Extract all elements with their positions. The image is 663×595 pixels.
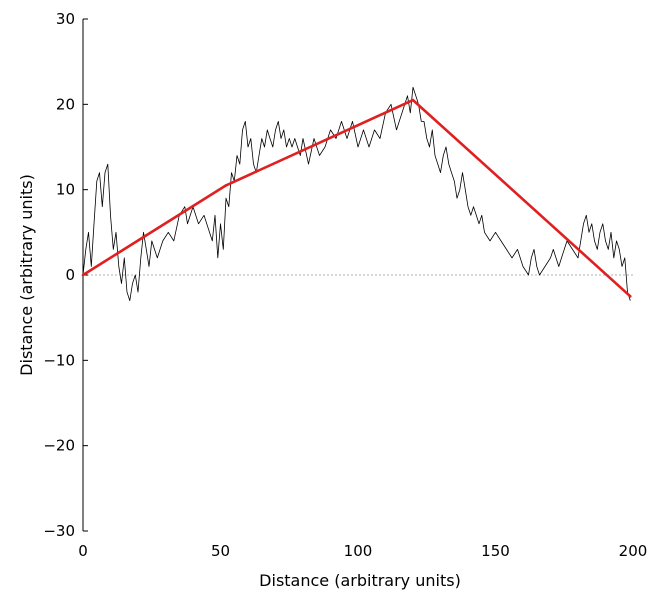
y-tick-label: −20 [43, 437, 75, 455]
trend-vertex [628, 295, 632, 298]
trend-vertex [81, 273, 85, 277]
y-tick-label: 20 [56, 95, 75, 113]
y-axis-title: Distance (arbitrary units) [17, 174, 36, 376]
axes: −30 −20 −10 0 10 20 30 0 50 100 150 200 [43, 10, 647, 560]
x-axis-title: Distance (arbitrary units) [259, 571, 461, 590]
y-tick-label: 30 [56, 10, 75, 28]
y-tick-label: 0 [65, 266, 75, 284]
trend-vertex [224, 184, 228, 187]
trend-line [82, 98, 632, 298]
x-tick-label: 0 [78, 542, 88, 560]
trend-vertex [411, 98, 415, 102]
x-tick-label: 100 [344, 542, 373, 560]
plot-area [81, 86, 632, 302]
x-tick-label: 150 [481, 542, 510, 560]
y-tick-label: −30 [43, 522, 75, 540]
x-tick-label: 50 [211, 542, 230, 560]
x-tick-label: 200 [619, 542, 648, 560]
y-tick-label: −10 [43, 351, 75, 369]
y-tick-label: 10 [56, 181, 75, 199]
random-walk-line [82, 86, 631, 302]
